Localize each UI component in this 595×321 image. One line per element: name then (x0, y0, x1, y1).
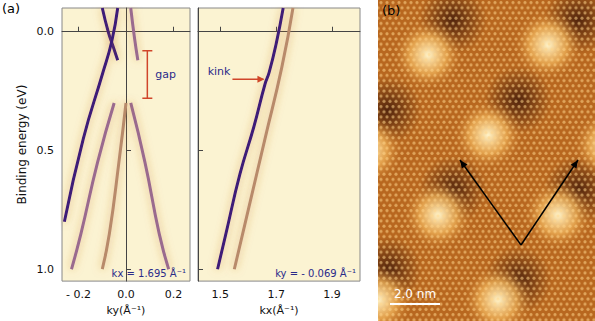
svg-text:ky = - 0.069 Å⁻¹: ky = - 0.069 Å⁻¹ (275, 267, 356, 279)
svg-text:kx = 1.695 Å⁻¹: kx = 1.695 Å⁻¹ (112, 267, 186, 279)
svg-text:(a): (a) (2, 1, 20, 16)
svg-text:- 0.2: - 0.2 (66, 288, 91, 301)
svg-text:0.2: 0.2 (165, 288, 183, 301)
svg-text:kink: kink (208, 65, 231, 78)
svg-text:kx(Å⁻¹): kx(Å⁻¹) (259, 304, 298, 317)
svg-text:1.0: 1.0 (37, 263, 55, 276)
svg-text:gap: gap (155, 68, 176, 81)
svg-text:(b): (b) (382, 3, 400, 18)
svg-text:2.0 nm: 2.0 nm (394, 287, 436, 301)
svg-text:1.5: 1.5 (212, 288, 230, 301)
svg-text:1.9: 1.9 (323, 288, 341, 301)
svg-text:Binding energy (eV): Binding energy (eV) (15, 85, 29, 205)
svg-text:0.0: 0.0 (117, 288, 135, 301)
svg-text:0.5: 0.5 (37, 144, 55, 157)
svg-text:ky(Å⁻¹): ky(Å⁻¹) (107, 304, 146, 317)
svg-text:1.7: 1.7 (267, 288, 285, 301)
svg-text:0.0: 0.0 (37, 25, 55, 38)
